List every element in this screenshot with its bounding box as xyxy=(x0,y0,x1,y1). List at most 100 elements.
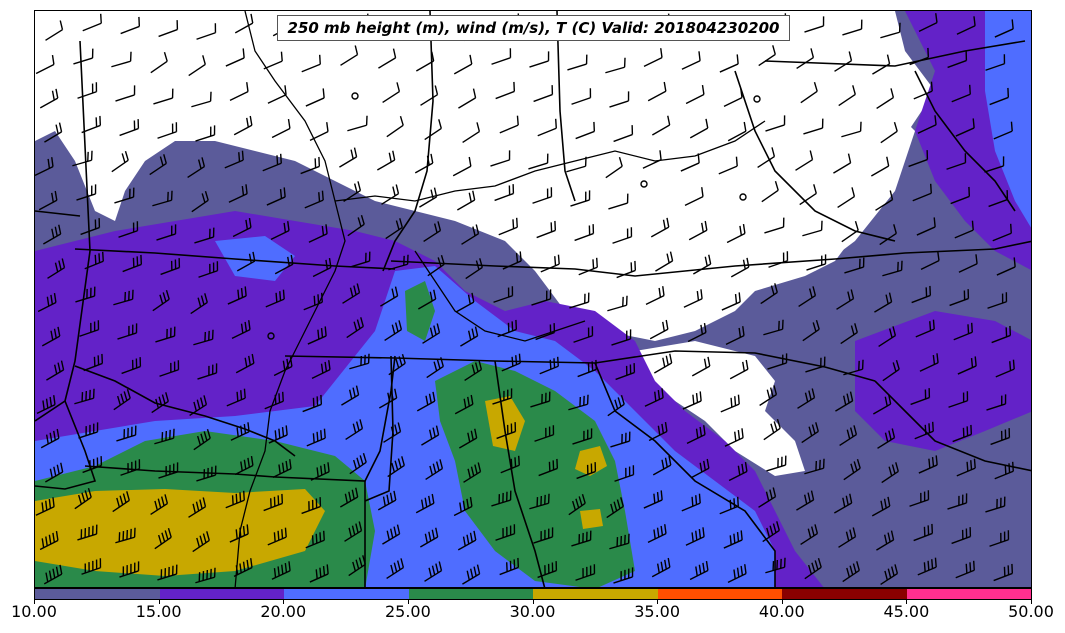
wind-barb-icon xyxy=(224,150,244,169)
wind-barb-icon xyxy=(802,220,823,237)
wind-barb-icon xyxy=(455,292,475,313)
wind-barb-icon xyxy=(840,323,858,345)
colorbar-tick xyxy=(532,600,534,604)
wind-barb-icon xyxy=(842,19,863,36)
wind-barb-icon xyxy=(112,491,130,513)
wind-barb-icon xyxy=(493,286,514,303)
wind-barb-icon xyxy=(229,82,249,102)
wind-barb-icon xyxy=(462,564,481,585)
wind-barb-icon xyxy=(80,218,101,236)
wind-barb-icon xyxy=(308,224,328,243)
wind-barb-icon xyxy=(804,557,822,580)
wind-barb-icon xyxy=(302,394,323,413)
wind-barb-icon xyxy=(730,257,750,278)
wind-barb-icon xyxy=(607,295,628,312)
wind-barb-icon xyxy=(416,391,436,412)
wind-barb-icon xyxy=(540,254,560,273)
wind-barb-icon xyxy=(724,428,744,447)
wind-barb-icon xyxy=(490,150,511,167)
mississippi-river xyxy=(234,11,346,587)
wind-barb-icon xyxy=(682,391,702,410)
wind-barb-icon xyxy=(914,421,934,440)
wind-barb-icon xyxy=(993,121,1013,140)
wind-barb-icon xyxy=(388,353,406,376)
wind-barb-icon xyxy=(574,224,595,242)
wind-band-30-35-core-c xyxy=(580,509,603,529)
wind-barb-icon xyxy=(990,428,1011,446)
wind-barb-icon xyxy=(44,462,64,483)
wind-barb-icon xyxy=(235,353,255,374)
wind-barb-icon xyxy=(613,125,634,143)
wind-barb-icon xyxy=(427,254,445,277)
wind-band-20-25-cluster xyxy=(215,236,295,281)
wind-barb-icon xyxy=(759,385,778,407)
wind-barb-icon xyxy=(115,527,136,544)
wind-barb-icon xyxy=(882,260,903,277)
wind-barb-icon xyxy=(45,20,64,41)
wind-barb-icon xyxy=(414,153,434,174)
wind-barb-icon xyxy=(422,323,441,344)
wind-barb-icon xyxy=(996,257,1016,276)
wind-barb-icon xyxy=(346,317,364,339)
wind-barb-icon xyxy=(681,493,701,512)
wind-barb-icon xyxy=(725,326,745,346)
wind-barb-icon xyxy=(528,153,549,170)
state-boundary-line xyxy=(74,248,396,270)
wind-barb-icon xyxy=(424,119,442,141)
wind-barb-icon xyxy=(120,16,141,35)
wind-barb-icon xyxy=(305,88,325,107)
wind-barb-icon xyxy=(458,428,478,449)
wind-barb-icon xyxy=(463,462,482,483)
wind-barb-icon xyxy=(570,190,591,207)
wind-barb-icon xyxy=(761,180,779,203)
wind-barb-icon xyxy=(155,326,176,343)
wind-barb-icon xyxy=(339,147,358,168)
wind-barb-icon xyxy=(575,121,596,140)
wind-barb-icon xyxy=(114,187,135,204)
colorbar-tick-label: 20.00 xyxy=(260,602,307,621)
wind-barb-icon xyxy=(236,251,256,272)
colorbar-segment-0 xyxy=(35,589,160,599)
wind-barb-icon xyxy=(378,48,397,69)
wind-band-25-30-small xyxy=(405,281,435,341)
wind-barb-icon xyxy=(685,527,705,546)
wind-barb-icon xyxy=(537,561,558,579)
wind-barb-icon xyxy=(47,258,66,279)
wind-speed-map xyxy=(35,11,1031,587)
wind-barb-icon xyxy=(415,51,435,72)
wind-barb-icon xyxy=(267,85,287,104)
wind-barb-icon xyxy=(464,360,483,382)
state-boundary-line xyxy=(284,350,876,382)
colorbar-tick xyxy=(158,600,160,604)
wind-barb-icon xyxy=(188,497,207,518)
wind-barb-icon xyxy=(534,425,555,442)
wind-barb-icon xyxy=(153,88,174,105)
wind-barb-icon xyxy=(691,356,711,377)
wind-barb-icon xyxy=(44,122,63,143)
wind-barb-icon xyxy=(913,81,933,100)
wind-barb-icon xyxy=(984,156,1005,173)
colorbar-tick-label: 50.00 xyxy=(1008,602,1054,621)
wind-barb-icon xyxy=(38,190,58,211)
wind-barb-icon xyxy=(917,557,937,576)
wind-barb-icon xyxy=(382,82,401,104)
wind-barb-icon xyxy=(572,428,593,445)
wind-barb-icon xyxy=(119,561,140,578)
wind-barb-icon xyxy=(191,91,212,108)
wind-barb-icon xyxy=(234,13,254,34)
wind-barb-icon xyxy=(952,424,973,443)
wind-barb-icon xyxy=(946,153,967,170)
wind-barb-icon xyxy=(77,524,98,541)
wind-barb-icon xyxy=(612,227,633,244)
colorbar-tick xyxy=(283,600,285,604)
colorbar-tick-label: 40.00 xyxy=(758,602,805,621)
wind-barb-icon xyxy=(81,115,102,134)
wind-barb-icon xyxy=(304,190,324,209)
wind-barb-icon xyxy=(154,527,172,550)
wind-barb-icon xyxy=(795,150,814,171)
wind-barb-icon xyxy=(75,286,96,303)
map-title: 250 mb height (m), wind (m/s), T (C) Val… xyxy=(277,15,790,41)
wind-barb-icon xyxy=(647,81,667,102)
wind-barb-icon xyxy=(689,118,709,139)
wind-barb-icon xyxy=(655,251,674,272)
